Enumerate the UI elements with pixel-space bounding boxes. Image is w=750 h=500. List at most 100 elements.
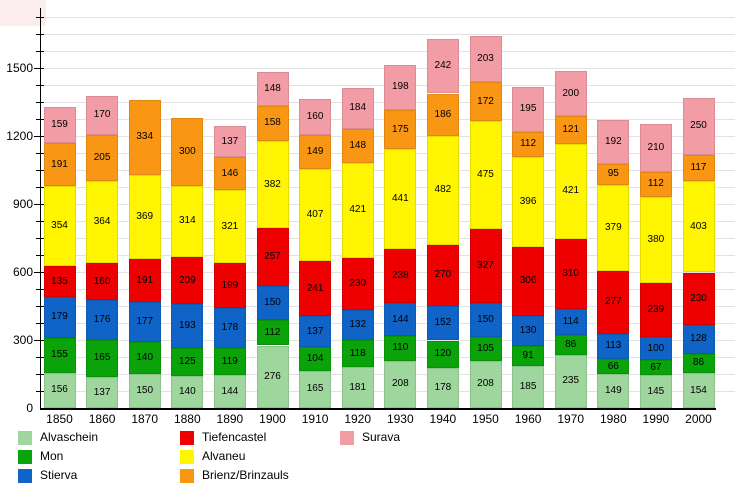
legend-swatch-mon — [18, 450, 32, 464]
bar-segment-value: 86 — [692, 357, 705, 369]
bar-segment-value: 175 — [391, 123, 409, 135]
bar-segment-value: 208 — [391, 378, 409, 390]
y-gridline — [41, 17, 735, 19]
y-major-tick — [34, 136, 44, 138]
x-axis-label: 1970 — [557, 412, 585, 426]
bar-segment-brienz-brinzauls: 191 — [43, 142, 76, 187]
bar-segment-value: 441 — [391, 193, 409, 205]
bar-segment-value: 242 — [434, 59, 452, 71]
bar-segment-value: 178 — [221, 322, 239, 334]
bar-segment-stierva: 113 — [597, 333, 630, 360]
legend-label: Brienz/Brinzauls — [202, 468, 289, 482]
bar-segment-alvaneu: 441 — [384, 149, 417, 250]
bar-segment-value: 140 — [178, 386, 196, 398]
bar-segment-value: 209 — [178, 274, 196, 286]
bar-segment-value: 110 — [392, 342, 409, 354]
bar-segment-value: 181 — [349, 381, 367, 393]
y-axis-label: 600 — [12, 265, 33, 279]
bar-segment-alvaneu: 403 — [682, 181, 715, 273]
legend-label: Stierva — [40, 468, 78, 482]
y-axis-label: 1500 — [6, 61, 33, 76]
x-axis-label: 1860 — [88, 412, 116, 426]
bar-segment-value: 118 — [349, 347, 366, 359]
legend-swatch-brienz-brinzauls — [180, 469, 194, 483]
bar-segment-alvaschein: 235 — [554, 354, 587, 408]
bar-segment-value: 403 — [690, 220, 707, 232]
bar-segment-alvaschein: 149 — [597, 374, 630, 408]
x-axis-label: 1880 — [173, 412, 201, 426]
bar-segment-value: 121 — [562, 124, 580, 136]
bar-segment-alvaneu: 380 — [639, 197, 672, 284]
bar-segment-tiefencastel: 199 — [213, 263, 246, 309]
bar-segment-surava: 160 — [299, 99, 332, 136]
legend-swatch-alvaneu — [180, 450, 194, 464]
bar-segment-mon: 110 — [384, 335, 417, 361]
bar-segment-alvaneu: 407 — [299, 169, 332, 262]
bar-segment-stierva: 114 — [554, 309, 587, 336]
bar-segment-surava: 184 — [341, 87, 374, 130]
bar-segment-value: 334 — [136, 131, 154, 143]
bar-segment-value: 199 — [221, 279, 239, 291]
bar-segment-value: 208 — [477, 378, 494, 390]
x-axis-label: 1980 — [599, 412, 627, 426]
bar-segment-value: 364 — [93, 216, 111, 228]
bar-segment-value: 270 — [434, 269, 452, 281]
bar-segment-tiefencastel: 257 — [256, 227, 289, 287]
bar-segment-brienz-brinzauls: 95 — [597, 163, 630, 185]
bar-segment-value: 137 — [93, 386, 111, 398]
bar-segment-mon: 66 — [597, 359, 630, 375]
y-gridline — [41, 51, 735, 53]
x-axis-label: 1850 — [46, 412, 73, 426]
bar-segment-tiefencastel: 191 — [128, 258, 161, 303]
bar-segment-value: 185 — [519, 381, 537, 393]
bar-segment-value: 250 — [690, 120, 707, 132]
bar-segment-value: 119 — [221, 355, 238, 367]
bar-segment-value: 321 — [221, 220, 239, 232]
bar-segment-brienz-brinzauls: 117 — [682, 154, 715, 182]
bar-segment-brienz-brinzauls: 112 — [512, 131, 545, 157]
y-gridline — [41, 34, 735, 36]
bar-segment-value: 421 — [562, 185, 580, 197]
bar-segment-mon: 67 — [639, 360, 672, 376]
bar-segment-value: 203 — [477, 53, 494, 65]
bar-segment-surava: 170 — [86, 96, 119, 135]
y-axis-label: 0 — [26, 401, 33, 415]
bar-segment-value: 95 — [607, 168, 619, 180]
bar-segment-value: 230 — [349, 278, 367, 290]
bar-segment-value: 396 — [519, 195, 537, 207]
bar-segment-brienz-brinzauls: 205 — [86, 134, 119, 181]
bar-segment-value: 105 — [477, 342, 494, 354]
bar-segment-value: 239 — [647, 304, 665, 316]
bar-segment-mon: 91 — [512, 345, 545, 367]
bar-segment-value: 144 — [391, 313, 409, 325]
bar-segment-mon: 86 — [682, 353, 715, 374]
bar-segment-value: 198 — [391, 81, 409, 93]
bar-segment-value: 112 — [264, 326, 281, 338]
y-major-tick — [34, 340, 44, 341]
bar-segment-stierva: 132 — [341, 310, 374, 341]
bar-segment-surava: 159 — [43, 106, 76, 143]
bar-segment-value: 150 — [477, 314, 494, 326]
bar-segment-alvaschein: 185 — [512, 366, 545, 408]
bar-segment-value: 277 — [604, 296, 622, 308]
bar-segment-brienz-brinzauls: 146 — [213, 157, 246, 191]
bar-segment-stierva: 152 — [426, 306, 459, 341]
bar-segment-alvaneu: 364 — [86, 180, 119, 264]
bar-segment-alvaneu: 421 — [341, 162, 374, 259]
x-axis-label: 1930 — [386, 412, 414, 426]
y-axis-label: 300 — [12, 333, 33, 347]
bar-segment-value: 193 — [178, 320, 196, 332]
bar-segment-alvaneu: 475 — [469, 121, 502, 229]
bar-segment-brienz-brinzauls: 112 — [639, 171, 672, 198]
bar-segment-value: 67 — [650, 361, 662, 373]
bar-segment-value: 192 — [604, 135, 622, 147]
bar-segment-value: 380 — [647, 234, 665, 246]
bar-segment-alvaschein: 276 — [256, 345, 289, 408]
bar-segment-value: 179 — [51, 311, 68, 323]
bar-segment-surava: 242 — [426, 38, 459, 94]
bar-segment-surava: 210 — [639, 124, 672, 172]
bar-segment-stierva: 100 — [639, 337, 672, 360]
bar-segment-mon: 120 — [426, 340, 459, 368]
bar-segment-value: 475 — [477, 169, 494, 181]
